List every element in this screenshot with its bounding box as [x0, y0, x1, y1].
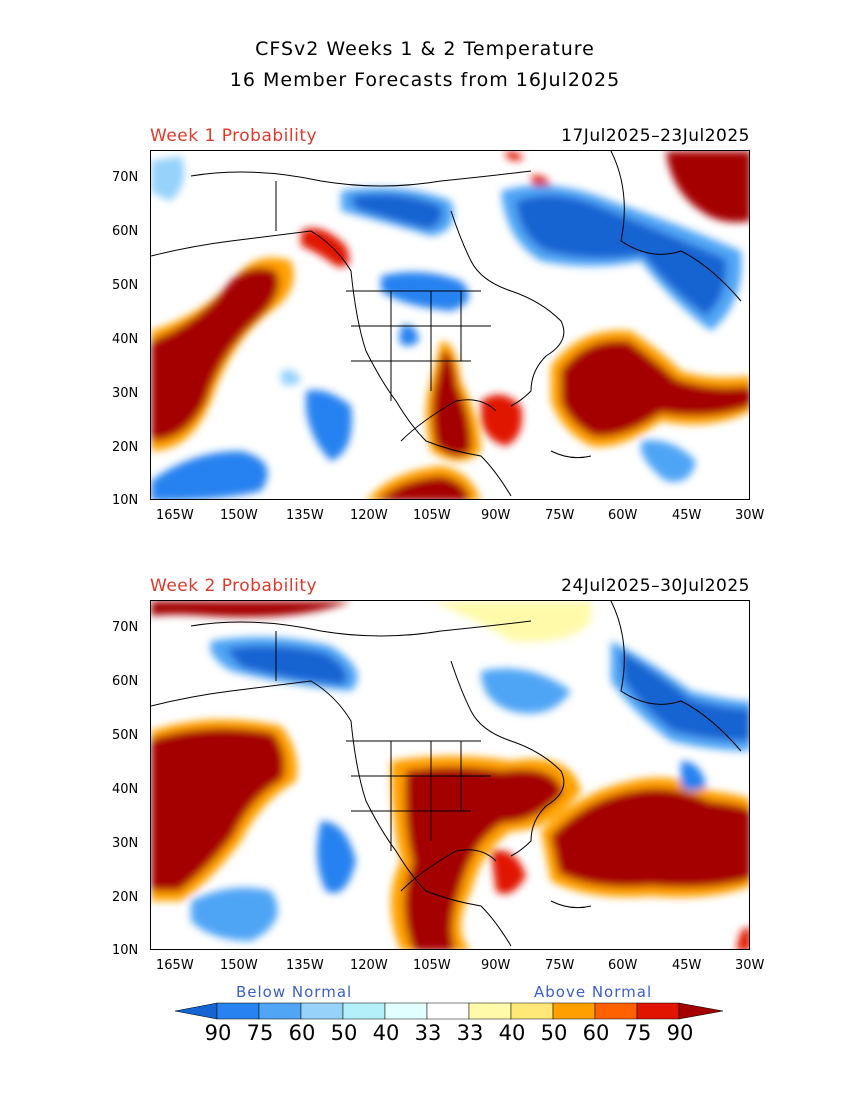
- lat-label: 70N: [112, 620, 139, 635]
- lon-label: 45W: [672, 958, 702, 973]
- colorbar-cell: [342, 1002, 386, 1020]
- lon-label: 90W: [481, 958, 511, 973]
- colorbar-label: 50: [330, 1021, 358, 1045]
- colorbar-label: 50: [540, 1021, 568, 1045]
- lat-label: 10N: [112, 493, 139, 508]
- lat-label: 50N: [112, 278, 139, 293]
- lon-label: 120W: [350, 508, 388, 523]
- colorbar-label: 60: [582, 1021, 610, 1045]
- colorbar-cell: [636, 1002, 680, 1020]
- colorbar-cell: [594, 1002, 638, 1020]
- lat-label: 40N: [112, 332, 139, 347]
- week2-dates: 24Jul2025–30Jul2025: [561, 576, 750, 596]
- colorbar-cell: [468, 1002, 512, 1020]
- colorbar-cell: [384, 1002, 428, 1020]
- lon-label: 120W: [350, 958, 388, 973]
- week2-map-svg: [151, 601, 749, 949]
- week1-label: Week 1 Probability: [150, 126, 318, 146]
- week1-map-svg: [151, 151, 749, 499]
- week2-map: [150, 600, 750, 950]
- lat-label: 60N: [112, 674, 139, 689]
- lat-label: 60N: [112, 224, 139, 239]
- colorbar-cell: [552, 1002, 596, 1020]
- below-normal-label: Below Normal: [236, 983, 353, 1001]
- colorbar: [175, 1002, 724, 1020]
- lon-label: 150W: [220, 958, 258, 973]
- lon-label: 165W: [156, 508, 194, 523]
- colorbar-arrow-right: [678, 1002, 724, 1020]
- week2-label: Week 2 Probability: [150, 576, 318, 596]
- lon-label: 135W: [286, 508, 324, 523]
- week1-map: [150, 150, 750, 500]
- lat-label: 20N: [112, 440, 139, 455]
- lat-label: 30N: [112, 386, 139, 401]
- colorbar-label: 75: [624, 1021, 652, 1045]
- lon-label: 75W: [545, 508, 575, 523]
- lon-label: 75W: [545, 958, 575, 973]
- lat-label: 50N: [112, 728, 139, 743]
- colorbar-label: 40: [498, 1021, 526, 1045]
- colorbar-cell: [258, 1002, 302, 1020]
- lat-label: 40N: [112, 782, 139, 797]
- lat-label: 20N: [112, 890, 139, 905]
- lat-label: 10N: [112, 943, 139, 958]
- lon-label: 105W: [413, 958, 451, 973]
- lon-label: 45W: [672, 508, 702, 523]
- lon-label: 30W: [735, 508, 765, 523]
- week1-dates: 17Jul2025–23Jul2025: [561, 126, 750, 146]
- colorbar-label: 90: [666, 1021, 694, 1045]
- colorbar-label: 90: [204, 1021, 232, 1045]
- colorbar-label: 33: [456, 1021, 484, 1045]
- lat-label: 30N: [112, 836, 139, 851]
- title-line-2: 16 Member Forecasts from 16Jul2025: [229, 69, 621, 91]
- lon-label: 135W: [286, 958, 324, 973]
- lon-label: 90W: [481, 508, 511, 523]
- colorbar-cell: [300, 1002, 344, 1020]
- colorbar-label: 75: [246, 1021, 274, 1045]
- colorbar-cell: [216, 1002, 260, 1020]
- above-normal-label: Above Normal: [534, 983, 653, 1001]
- colorbar-cell: [426, 1002, 470, 1020]
- title-line-1: CFSv2 Weeks 1 & 2 Temperature: [255, 38, 595, 60]
- colorbar-cell: [510, 1002, 554, 1020]
- lon-label: 60W: [608, 958, 638, 973]
- colorbar-label: 33: [414, 1021, 442, 1045]
- lon-label: 150W: [220, 508, 258, 523]
- lat-label: 70N: [112, 170, 139, 185]
- colorbar-label: 40: [372, 1021, 400, 1045]
- colorbar-label: 60: [288, 1021, 316, 1045]
- lon-label: 105W: [413, 508, 451, 523]
- lon-label: 60W: [608, 508, 638, 523]
- lon-label: 30W: [735, 958, 765, 973]
- colorbar-arrow-left: [175, 1002, 218, 1020]
- lon-label: 165W: [156, 958, 194, 973]
